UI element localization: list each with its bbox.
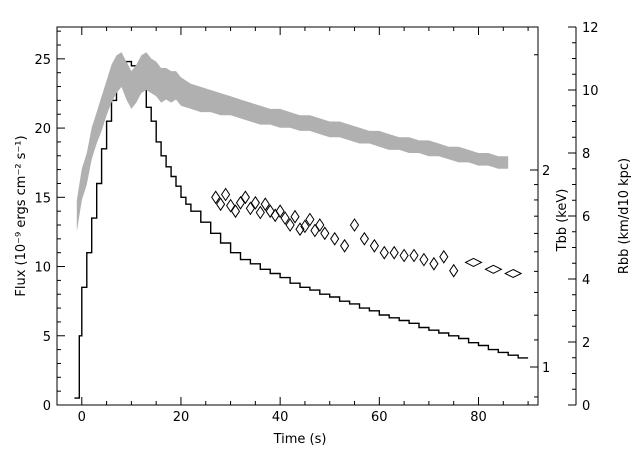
temperature-point <box>305 212 315 227</box>
y-right-outer-tick-label: 12 <box>582 21 599 36</box>
y-right-inner-tick-label: 1 <box>542 361 550 376</box>
y-left-tick-label: 20 <box>34 122 51 137</box>
x-tick-label: 60 <box>371 410 388 425</box>
temperature-point <box>280 211 290 226</box>
temperature-point <box>275 204 285 219</box>
y-right-outer-tick-label: 2 <box>582 336 590 351</box>
temperature-point <box>240 190 251 205</box>
temperature-point <box>270 208 280 223</box>
temperature-point <box>320 226 330 241</box>
temperature-point <box>225 198 236 213</box>
temperature-point <box>349 218 360 232</box>
temperature-point <box>265 204 275 219</box>
temperature-point <box>245 201 256 216</box>
y-left-tick-label: 15 <box>34 191 51 206</box>
y-right-inner-tick-label: 2 <box>542 164 550 179</box>
temperature-point <box>399 248 409 263</box>
temperature-point <box>504 268 523 279</box>
temperature-point <box>255 205 265 220</box>
temperature-point <box>295 222 305 237</box>
temperature-point <box>235 195 246 210</box>
temperature-point <box>285 218 295 232</box>
temperature-point <box>419 252 429 267</box>
temperature-point <box>449 263 459 278</box>
temperature-point <box>310 223 320 238</box>
temperature-point <box>215 197 226 212</box>
y-right-outer-tick-label: 0 <box>582 399 590 414</box>
temperature-point <box>389 245 399 260</box>
temperature-point <box>211 190 221 205</box>
y-left-tick-label: 25 <box>34 53 51 68</box>
temperature-point <box>379 245 389 260</box>
y-left-tick-label: 10 <box>34 261 51 276</box>
flux-series-line <box>74 60 529 399</box>
radius-band-series <box>76 52 509 232</box>
temperature-point <box>429 256 439 271</box>
temperature-point <box>464 257 483 267</box>
temperature-point <box>230 204 241 219</box>
y-right-outer-tick-label: 8 <box>582 147 590 162</box>
temperature-point <box>359 231 370 246</box>
x-axis-title: Time (s) <box>273 432 327 447</box>
y-axis-left-title: Flux (10⁻⁹ ergs cm⁻² s⁻¹) <box>14 135 29 296</box>
temperature-point <box>339 238 350 253</box>
y-right-outer-tick-label: 10 <box>582 84 599 99</box>
y-axis-right-outer-title: Rbb (km/d10 kpc) <box>617 158 632 274</box>
x-tick-label: 80 <box>470 410 487 425</box>
y-axis-right-inner-title: Tbb (keV) <box>555 189 570 253</box>
y-left-tick-label: 5 <box>43 330 51 345</box>
x-tick-label: 20 <box>173 410 190 425</box>
temperature-point <box>409 248 419 263</box>
temperature-point <box>250 195 261 210</box>
y-right-outer-tick-label: 6 <box>582 210 590 225</box>
temperature-point <box>484 264 503 274</box>
y-left-tick-label: 0 <box>43 399 51 414</box>
temperature-point <box>300 219 310 234</box>
temperature-point <box>290 209 300 224</box>
x-tick-label: 40 <box>272 410 289 425</box>
x-tick-label: 0 <box>78 410 86 425</box>
plot-layer <box>74 52 529 399</box>
temperature-point <box>369 238 380 253</box>
y-right-outer-tick-label: 4 <box>582 273 590 288</box>
temperature-point <box>260 197 270 212</box>
temperature-point <box>330 231 340 246</box>
temperature-point <box>315 218 325 232</box>
temperature-point <box>220 187 231 202</box>
temperature-point <box>439 249 449 264</box>
